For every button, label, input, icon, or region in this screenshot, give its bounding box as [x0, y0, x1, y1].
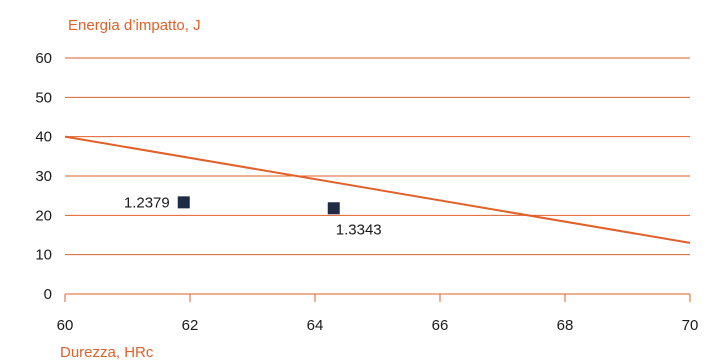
x-tick-label: 62: [182, 317, 199, 334]
data-label: 1.3343: [336, 221, 382, 238]
y-tick-label: 20: [35, 207, 52, 224]
data-point-1.2379: [177, 196, 190, 209]
trend-line: [64, 135, 691, 244]
data-label: 1.2379: [124, 194, 170, 211]
y-tick-label: 60: [35, 50, 52, 67]
grid-layer: [65, 57, 690, 295]
x-tick-label: 60: [57, 317, 74, 334]
y-tick-label: 10: [35, 247, 52, 264]
x-tick-label: 64: [307, 317, 324, 334]
axis-layer: 0 10 20 30 40 50 60 60 62 64 66 68 70: [35, 50, 698, 334]
data-layer: 1.2379 1.3343: [64, 135, 691, 244]
x-tick-label: 66: [432, 317, 449, 334]
y-tick-label: 30: [35, 168, 52, 185]
x-tick-label: 70: [682, 317, 699, 334]
y-axis-title: Energia d’impatto, J: [68, 17, 201, 34]
x-tick-label: 68: [557, 317, 574, 334]
data-point-1.3343: [327, 202, 340, 215]
y-tick-label: 0: [44, 286, 52, 303]
y-tick-label: 50: [35, 89, 52, 106]
y-tick-label: 40: [35, 129, 52, 146]
x-axis-title: Durezza, HRc: [60, 344, 154, 361]
